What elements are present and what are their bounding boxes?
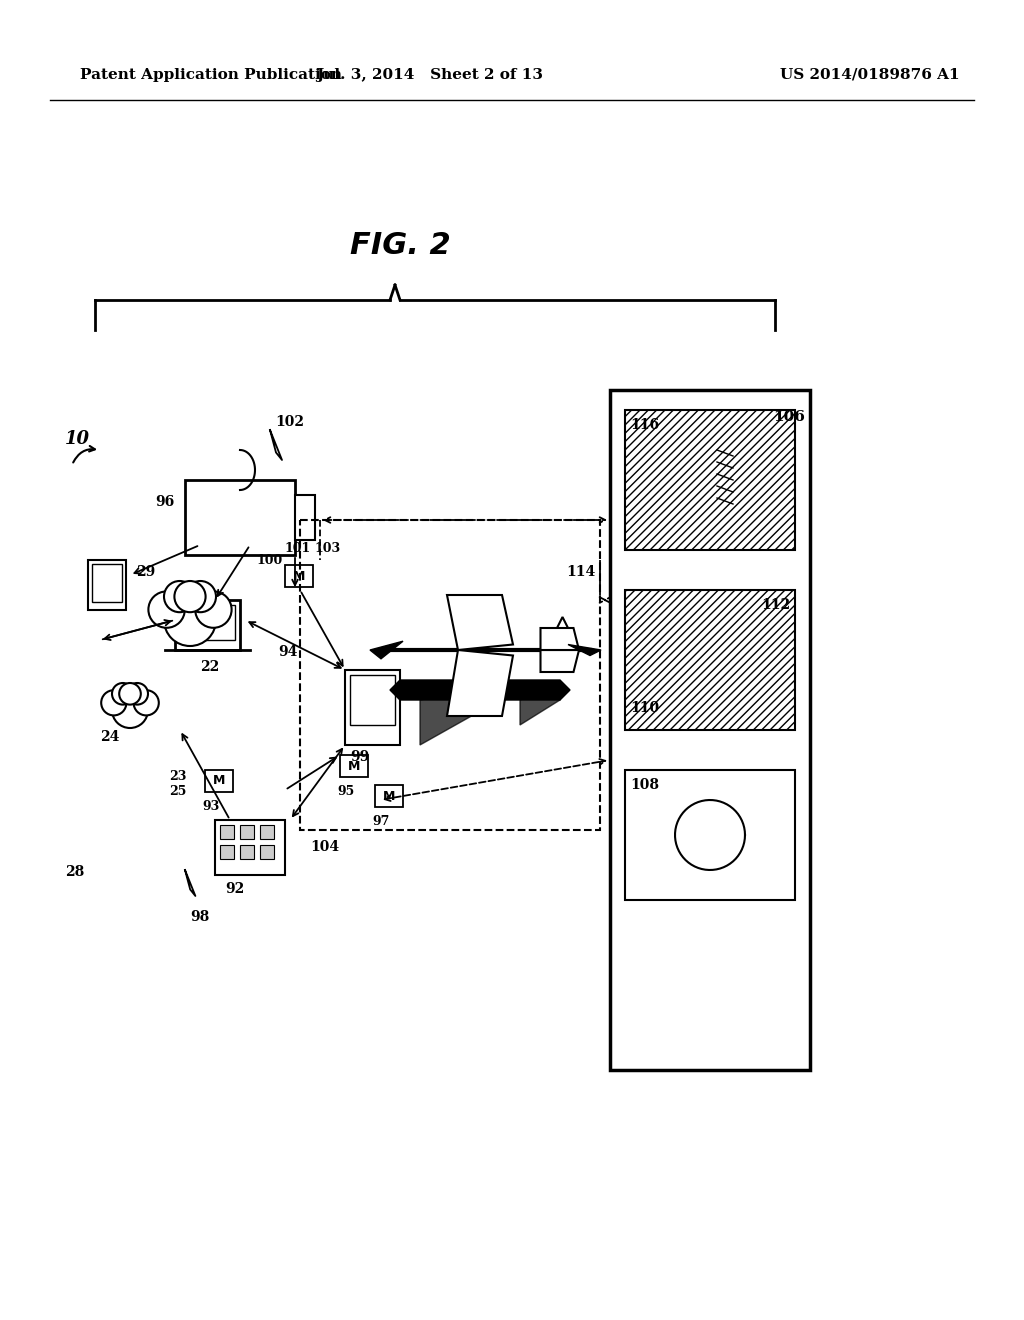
- Text: US 2014/0189876 A1: US 2014/0189876 A1: [780, 69, 959, 82]
- Polygon shape: [370, 642, 403, 659]
- Text: 97: 97: [372, 814, 389, 828]
- Circle shape: [196, 591, 231, 628]
- Bar: [300, 520, 600, 830]
- Bar: [610, 389, 810, 1071]
- Bar: [625, 411, 795, 550]
- Text: 102: 102: [275, 414, 304, 429]
- Bar: [88, 560, 126, 610]
- Text: 93: 93: [202, 800, 219, 813]
- Text: M: M: [348, 759, 360, 772]
- Text: M: M: [293, 569, 305, 582]
- Text: Patent Application Publication: Patent Application Publication: [80, 69, 342, 82]
- Text: 94: 94: [278, 645, 297, 659]
- Polygon shape: [420, 685, 500, 744]
- Bar: [185, 480, 295, 554]
- Bar: [260, 845, 274, 859]
- Polygon shape: [546, 616, 579, 649]
- Bar: [295, 495, 315, 540]
- Bar: [92, 564, 122, 602]
- Text: 101: 101: [285, 543, 311, 554]
- Text: 106: 106: [773, 411, 805, 424]
- Text: Jul. 3, 2014   Sheet 2 of 13: Jul. 3, 2014 Sheet 2 of 13: [316, 69, 544, 82]
- Polygon shape: [390, 680, 570, 700]
- Circle shape: [148, 591, 184, 628]
- Bar: [240, 845, 254, 859]
- Bar: [260, 825, 274, 840]
- Polygon shape: [447, 595, 513, 649]
- Text: 25: 25: [169, 785, 186, 799]
- Text: 100: 100: [257, 553, 283, 566]
- Bar: [175, 601, 240, 649]
- Polygon shape: [568, 644, 601, 656]
- Bar: [350, 675, 395, 725]
- Text: 95: 95: [337, 785, 354, 799]
- Text: 92: 92: [225, 882, 245, 896]
- Text: 10: 10: [65, 430, 90, 447]
- Bar: [215, 820, 285, 875]
- Bar: [625, 770, 795, 900]
- Text: 99: 99: [350, 750, 370, 764]
- Text: 24: 24: [100, 730, 120, 744]
- Text: 29: 29: [136, 565, 156, 579]
- Circle shape: [119, 682, 141, 705]
- Circle shape: [164, 594, 216, 645]
- Text: 116: 116: [630, 418, 659, 432]
- Text: M: M: [213, 775, 225, 788]
- Polygon shape: [541, 649, 579, 672]
- Text: 104: 104: [310, 840, 339, 854]
- Bar: [345, 671, 400, 744]
- Bar: [180, 605, 234, 640]
- Circle shape: [164, 581, 196, 612]
- Circle shape: [112, 692, 148, 729]
- Bar: [340, 755, 368, 777]
- Text: 28: 28: [65, 865, 84, 879]
- Text: FIG. 2: FIG. 2: [349, 231, 451, 260]
- Text: 110: 110: [630, 701, 659, 715]
- Bar: [625, 590, 795, 730]
- Text: 103: 103: [315, 543, 341, 554]
- Bar: [285, 565, 313, 587]
- Bar: [220, 825, 234, 840]
- Text: 114: 114: [565, 565, 595, 579]
- Bar: [220, 845, 234, 859]
- Circle shape: [126, 682, 148, 705]
- Circle shape: [174, 581, 206, 612]
- Bar: [240, 825, 254, 840]
- Text: 96: 96: [156, 495, 175, 510]
- Polygon shape: [520, 685, 560, 725]
- Text: 22: 22: [200, 660, 219, 675]
- Bar: [205, 770, 233, 792]
- Text: 108: 108: [630, 777, 659, 792]
- Circle shape: [133, 690, 159, 715]
- Circle shape: [112, 682, 133, 705]
- Polygon shape: [541, 628, 579, 649]
- Bar: [375, 785, 403, 807]
- Text: 112: 112: [761, 598, 790, 612]
- Polygon shape: [447, 649, 513, 715]
- Text: 23: 23: [169, 770, 186, 783]
- Text: 98: 98: [190, 909, 209, 924]
- Text: M: M: [383, 789, 395, 803]
- Circle shape: [184, 581, 216, 612]
- Circle shape: [101, 690, 126, 715]
